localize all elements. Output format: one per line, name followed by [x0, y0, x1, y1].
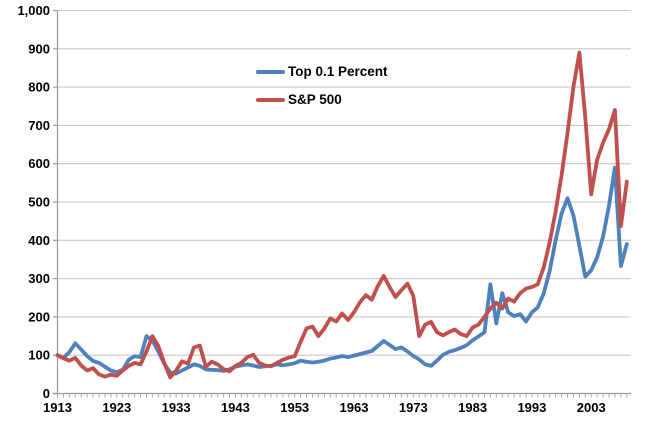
legend-item-sp500: S&P 500: [256, 92, 342, 108]
y-axis-label: 100: [28, 348, 50, 363]
y-axis-label: 900: [28, 41, 50, 56]
y-axis-label: 800: [28, 80, 50, 95]
x-axis-label: 1943: [221, 400, 250, 415]
y-axis-label: 400: [28, 233, 50, 248]
x-axis-label: 1973: [399, 400, 428, 415]
y-axis-label: 1,000: [17, 3, 50, 18]
y-axis-label: 0: [43, 386, 50, 401]
y-axis-label: 300: [28, 271, 50, 286]
legend-label-top-0-1-percent: Top 0.1 Percent: [288, 64, 388, 79]
legend-swatch-top-0-1-percent-icon: [256, 70, 285, 74]
x-axis-label: 1953: [280, 400, 309, 415]
legend-swatch-sp500-icon: [256, 98, 285, 102]
legend-label-sp500: S&P 500: [288, 92, 342, 107]
x-axis-label: 1923: [102, 400, 131, 415]
legend-item-top-0-1-percent: Top 0.1 Percent: [256, 64, 388, 80]
y-axis-label: 700: [28, 118, 50, 133]
y-axis-label: 200: [28, 309, 50, 324]
x-axis-label: 1993: [517, 400, 546, 415]
x-axis-label: 1983: [458, 400, 487, 415]
y-axis-label: 600: [28, 156, 50, 171]
y-axis-label: 500: [28, 195, 50, 210]
series-line-s-p-500: [55, 50, 629, 380]
x-axis-label: 1933: [162, 400, 191, 415]
x-axis-label: 1963: [340, 400, 369, 415]
x-axis-label: 1913: [43, 400, 72, 415]
x-axis-label: 2003: [577, 400, 606, 415]
